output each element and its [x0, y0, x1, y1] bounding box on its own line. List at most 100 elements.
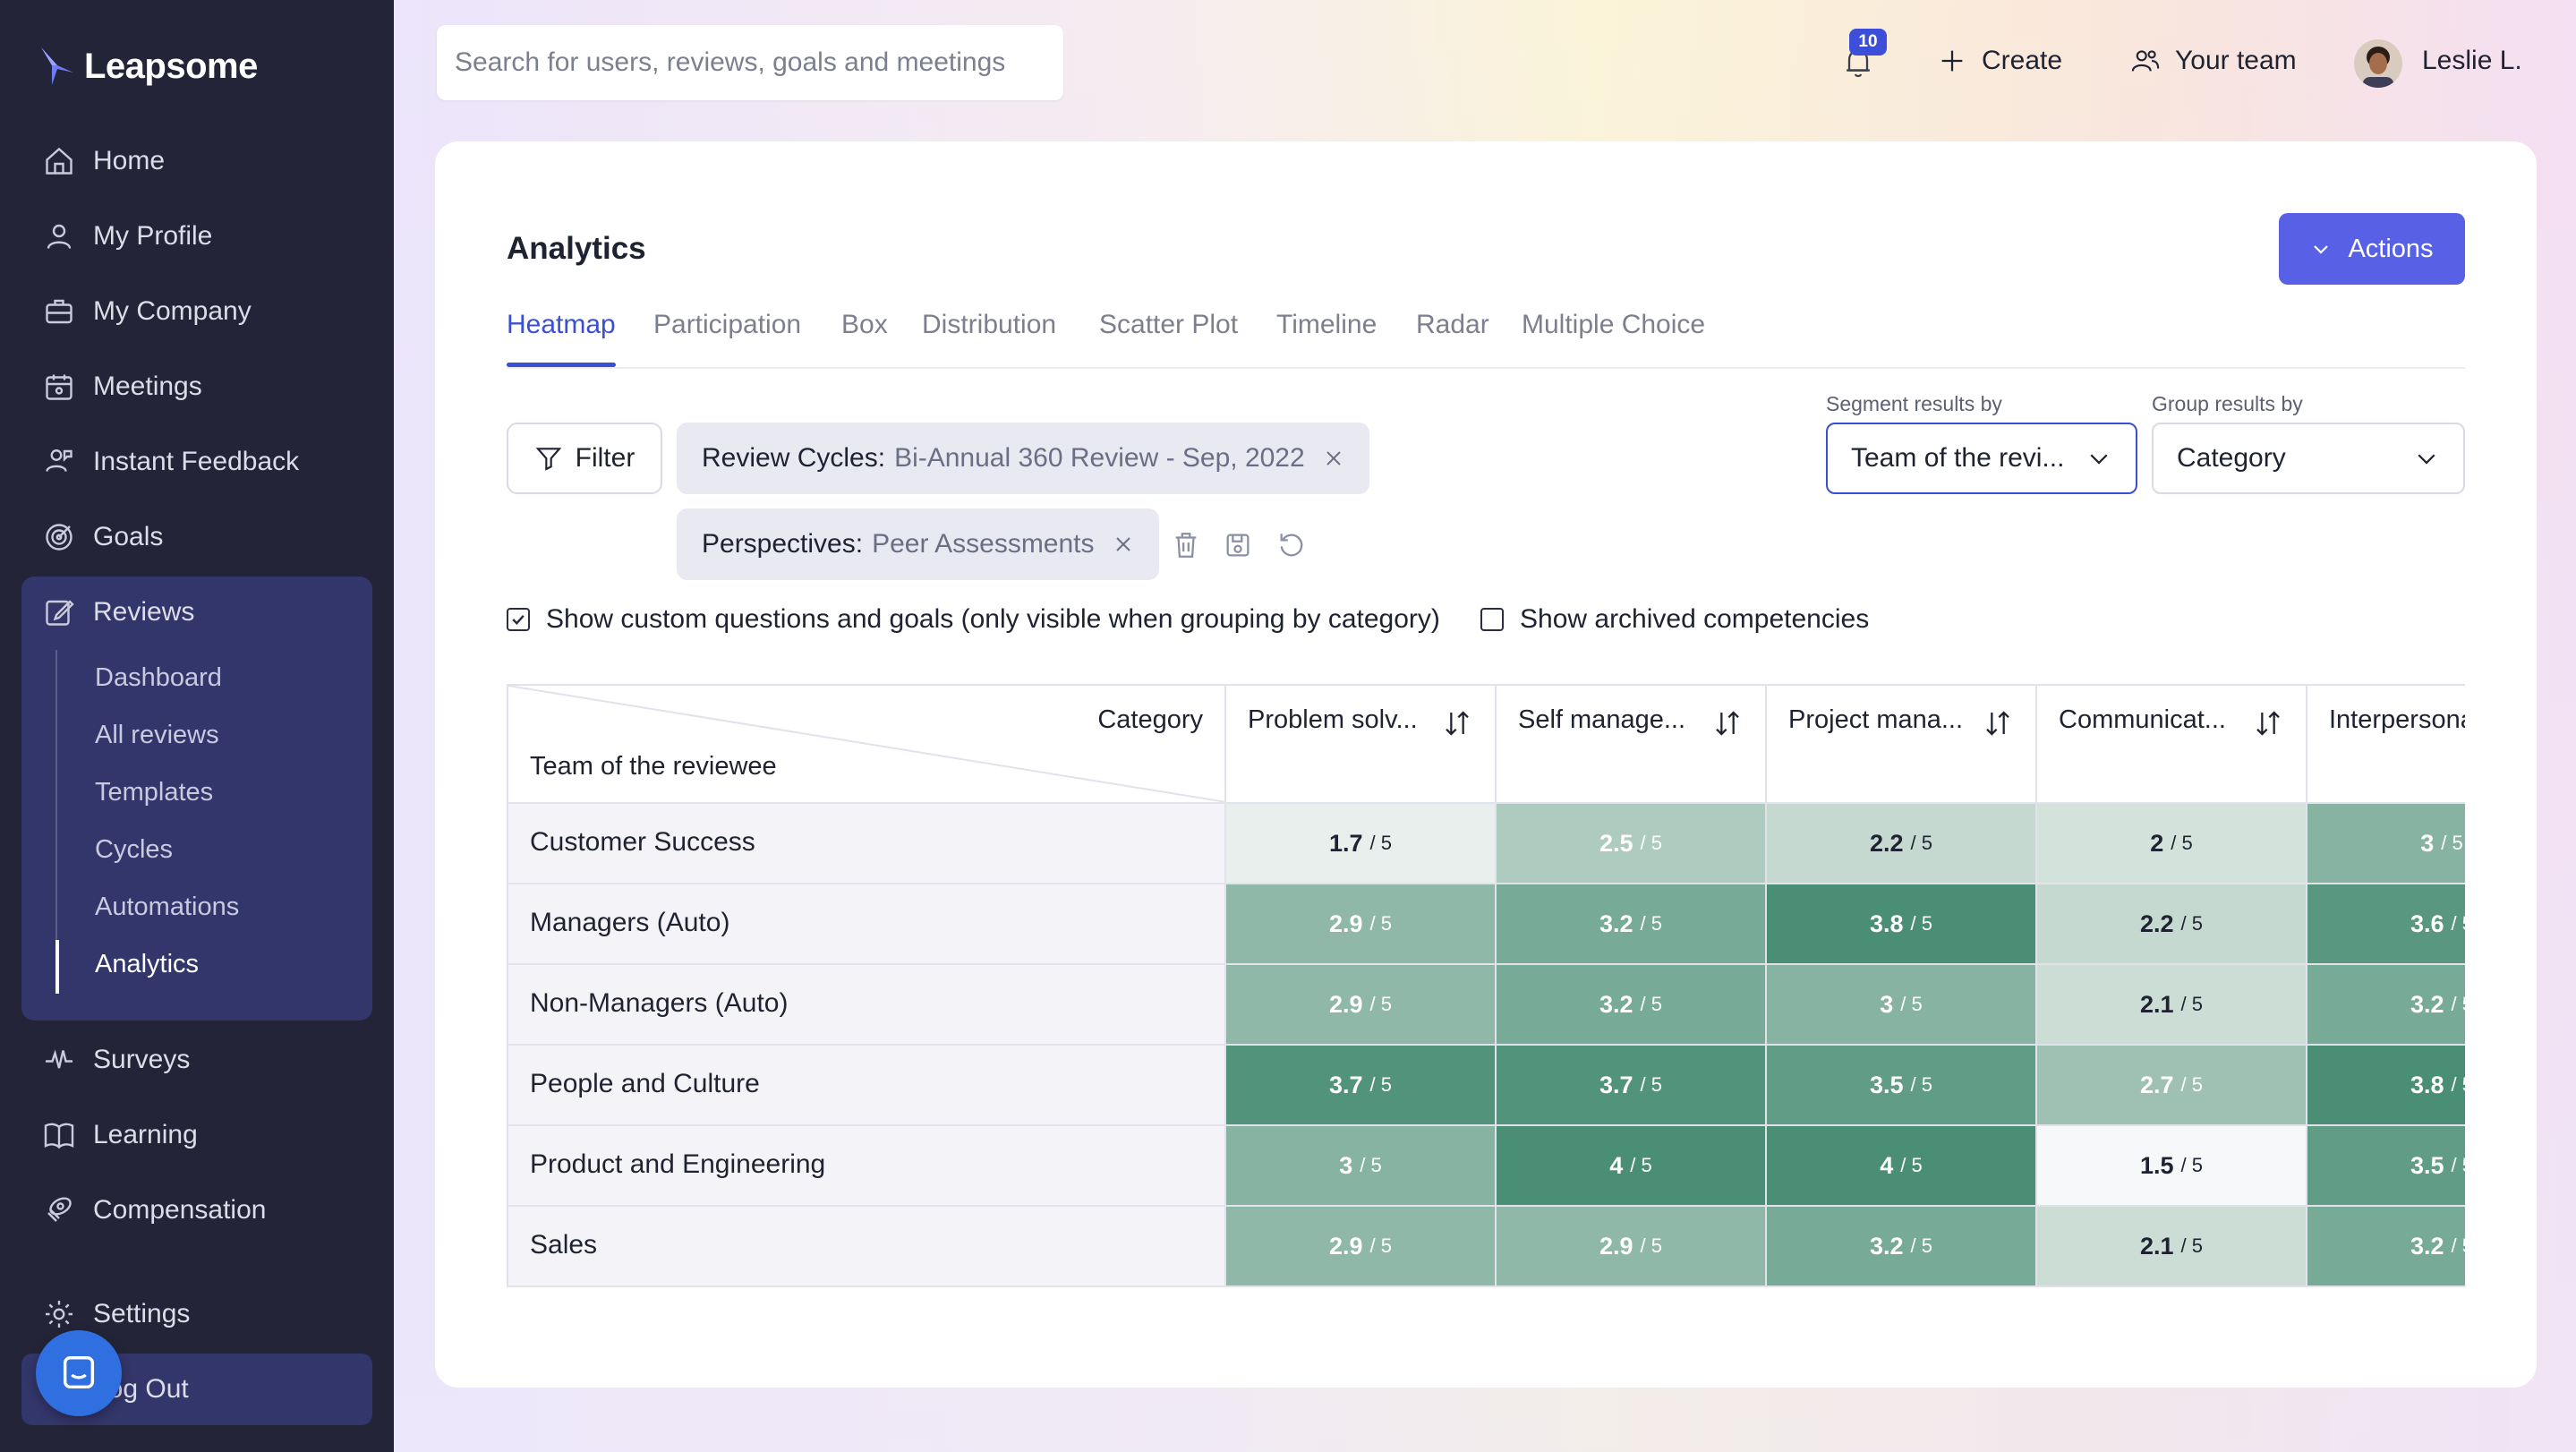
- heatmap-cell[interactable]: 3.8 / 5: [2307, 1044, 2465, 1124]
- heatmap-cell[interactable]: 2.9 / 5: [1226, 1205, 1497, 1285]
- tab-timeline[interactable]: Timeline: [1276, 310, 1378, 339]
- heatmap-cell[interactable]: 3.5 / 5: [2307, 1124, 2465, 1205]
- heatmap-cell[interactable]: 3.2 / 5: [1497, 963, 1767, 1044]
- tab-box[interactable]: Box: [841, 310, 888, 339]
- nav-my-company[interactable]: My Company: [43, 285, 374, 338]
- column-header[interactable]: Self manage...: [1497, 686, 1767, 802]
- chip-value: Peer Assessments: [872, 529, 1095, 559]
- heatmap-cell[interactable]: 2.9 / 5: [1226, 883, 1497, 963]
- tab-participation[interactable]: Participation: [653, 310, 802, 339]
- heatmap-cell[interactable]: 3.8 / 5: [1767, 883, 2037, 963]
- heatmap-cell[interactable]: 2 / 5: [2037, 802, 2307, 883]
- brand-logo[interactable]: Leapsome: [39, 41, 258, 91]
- heatmap-cell[interactable]: 3.7 / 5: [1226, 1044, 1497, 1124]
- close-icon[interactable]: [1323, 448, 1344, 469]
- heatmap-cell[interactable]: 2.5 / 5: [1497, 802, 1767, 883]
- show-custom-option[interactable]: Show custom questions and goals (only vi…: [507, 602, 1440, 637]
- sub-item-analytics[interactable]: Analytics: [95, 949, 200, 978]
- heatmap-cell[interactable]: 3.6 / 5: [2307, 883, 2465, 963]
- heatmap-cell[interactable]: 2.2 / 5: [1767, 802, 2037, 883]
- sub-item-all-reviews[interactable]: All reviews: [95, 720, 219, 749]
- row-header: Sales: [508, 1205, 1226, 1285]
- sort-icon[interactable]: [1713, 709, 1742, 738]
- heatmap-cell[interactable]: 3.2 / 5: [1497, 883, 1767, 963]
- row-axis-label: Team of the reviewee: [530, 752, 777, 781]
- cell-score: 3: [2420, 829, 2435, 857]
- nav-learning[interactable]: Learning: [43, 1108, 374, 1162]
- cell-score: 1.5: [2139, 1151, 2174, 1179]
- column-header[interactable]: Communicat...: [2037, 686, 2307, 802]
- column-header[interactable]: Project mana...: [1767, 686, 2037, 802]
- heatmap-cell[interactable]: 3.5 / 5: [1767, 1044, 2037, 1124]
- show-archived-option[interactable]: Show archived competencies: [1480, 602, 1869, 637]
- tab-multiple-choice[interactable]: Multiple Choice: [1522, 310, 1706, 339]
- nav-meetings[interactable]: Meetings: [43, 360, 374, 414]
- nav-label: My Profile: [93, 221, 213, 251]
- cell-score: 2: [2150, 829, 2164, 857]
- sort-icon[interactable]: [2254, 709, 2282, 738]
- nav-label: Surveys: [93, 1045, 191, 1074]
- cell-scale: / 5: [1360, 1154, 1382, 1176]
- column-header[interactable]: Problem solv...: [1226, 686, 1497, 802]
- sub-item-automations[interactable]: Automations: [95, 892, 240, 921]
- cell-score: 2.9: [1328, 1232, 1363, 1260]
- tab-heatmap[interactable]: Heatmap: [507, 310, 616, 367]
- sort-icon[interactable]: [1983, 709, 2012, 738]
- tab-distribution[interactable]: Distribution: [922, 310, 1057, 339]
- nav-home[interactable]: Home: [43, 134, 374, 188]
- cell-scale: / 5: [1369, 832, 1392, 854]
- nav-compensation[interactable]: Compensation: [43, 1183, 374, 1237]
- heatmap-cell[interactable]: 2.1 / 5: [2037, 963, 2307, 1044]
- edit-icon: [46, 600, 74, 626]
- support-chat-button[interactable]: [36, 1330, 122, 1416]
- heatmap-cell[interactable]: 4 / 5: [1497, 1124, 1767, 1205]
- sub-item-cycles[interactable]: Cycles: [95, 834, 174, 864]
- sub-item-dashboard[interactable]: Dashboard: [95, 662, 222, 692]
- heatmap-cell[interactable]: 2.9 / 5: [1226, 963, 1497, 1044]
- heatmap-cell[interactable]: 4 / 5: [1767, 1124, 2037, 1205]
- reset-icon[interactable]: [1276, 530, 1307, 560]
- cell-score: 3.5: [2410, 1151, 2444, 1179]
- column-header[interactable]: Interpersona: [2307, 686, 2465, 802]
- heatmap-cell[interactable]: 2.7 / 5: [2037, 1044, 2307, 1124]
- trash-icon[interactable]: [1171, 530, 1201, 560]
- tab-scatter-plot[interactable]: Scatter Plot: [1099, 310, 1239, 339]
- nav-settings[interactable]: Settings: [43, 1287, 374, 1341]
- heatmap-cell[interactable]: 3.2 / 5: [2307, 1205, 2465, 1285]
- heatmap-cell[interactable]: 3 / 5: [1767, 963, 2037, 1044]
- user-menu[interactable]: Leslie L.: [2422, 34, 2522, 88]
- sort-icon[interactable]: [1443, 709, 1471, 738]
- user-avatar[interactable]: [2354, 39, 2402, 88]
- nav-surveys[interactable]: Surveys: [43, 1033, 374, 1087]
- create-button[interactable]: Create: [1937, 34, 2062, 88]
- cell-scale: / 5: [1369, 912, 1392, 935]
- sub-item-templates[interactable]: Templates: [95, 777, 214, 807]
- heatmap-cell[interactable]: 1.5 / 5: [2037, 1124, 2307, 1205]
- close-icon[interactable]: [1113, 534, 1134, 555]
- global-search-input[interactable]: [437, 25, 1063, 100]
- actions-button[interactable]: Actions: [2279, 213, 2465, 285]
- heatmap-cell[interactable]: 3.2 / 5: [1767, 1205, 2037, 1285]
- heatmap-cell[interactable]: 2.9 / 5: [1497, 1205, 1767, 1285]
- save-icon[interactable]: [1223, 530, 1253, 560]
- heatmap-cell[interactable]: 3 / 5: [2307, 802, 2465, 883]
- checkmark-icon: [512, 614, 525, 625]
- group-select[interactable]: Category: [2152, 423, 2465, 494]
- nav-my-profile[interactable]: My Profile: [43, 209, 374, 263]
- heatmap-cell[interactable]: 3.2 / 5: [2307, 963, 2465, 1044]
- heatmap-cell[interactable]: 3 / 5: [1226, 1124, 1497, 1205]
- tab-radar[interactable]: Radar: [1416, 310, 1489, 339]
- heatmap-cell[interactable]: 3.7 / 5: [1497, 1044, 1767, 1124]
- nav-goals[interactable]: Goals: [43, 510, 374, 564]
- cell-scale: / 5: [2180, 1234, 2203, 1257]
- show-archived-checkbox[interactable]: [1480, 608, 1504, 631]
- heatmap-cell[interactable]: 1.7 / 5: [1226, 802, 1497, 883]
- nav-instant-feedback[interactable]: Instant Feedback: [43, 435, 374, 489]
- show-custom-checkbox[interactable]: [507, 608, 530, 631]
- your-team-button[interactable]: Your team: [2130, 34, 2297, 88]
- heatmap-cell[interactable]: 2.2 / 5: [2037, 883, 2307, 963]
- filter-button[interactable]: Filter: [507, 423, 662, 494]
- nav-reviews[interactable]: Reviews: [43, 585, 194, 639]
- segment-select[interactable]: Team of the revi...: [1826, 423, 2137, 494]
- heatmap-cell[interactable]: 2.1 / 5: [2037, 1205, 2307, 1285]
